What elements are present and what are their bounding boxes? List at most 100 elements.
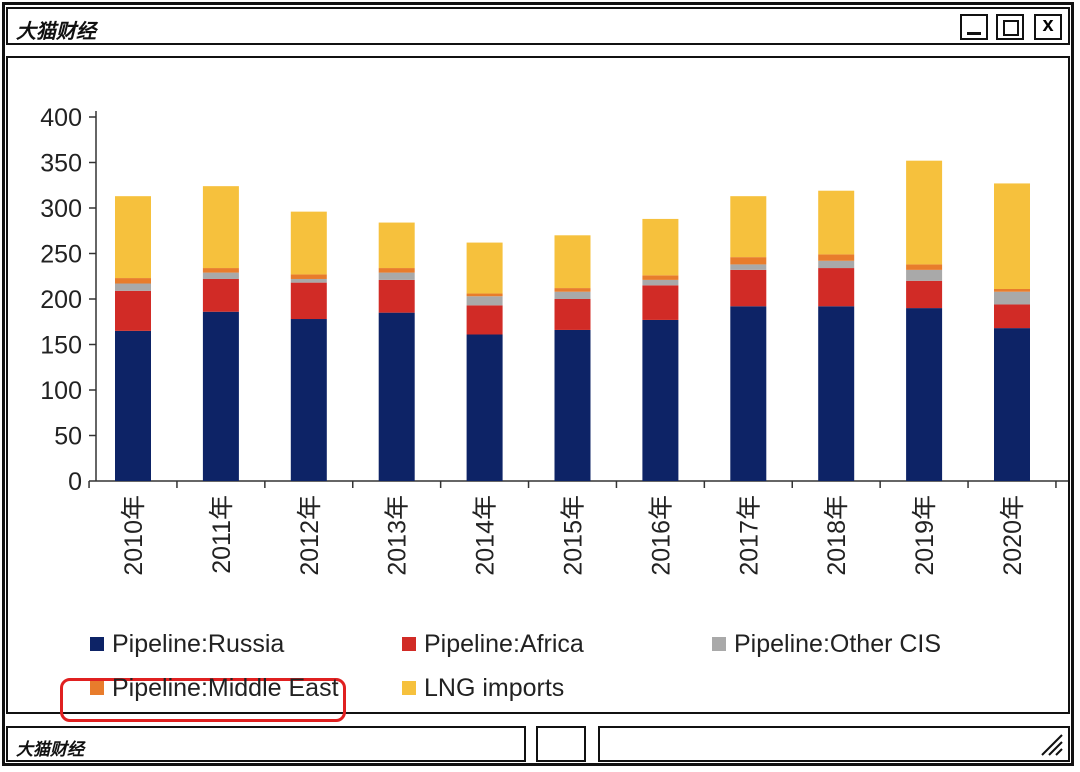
resize-grip-icon[interactable] [1038,731,1064,757]
bar-segment[interactable] [818,190,855,255]
bar-segment[interactable] [290,211,327,275]
bar-segment[interactable] [554,299,591,330]
bar-segment[interactable] [378,268,415,273]
bar-segment[interactable] [378,279,415,313]
legend-label: Pipeline:Africa [424,630,584,658]
legend-item: Pipeline:Other CIS [712,630,941,659]
legend-item: LNG imports [402,674,564,703]
bar-segment[interactable] [730,257,767,265]
y-tick-label: 250 [40,241,82,269]
bar-segment[interactable] [115,283,151,291]
close-icon: x [1042,14,1054,36]
maximize-button[interactable] [996,14,1024,40]
status-bar-left: 大猫财经 [6,726,526,762]
chart-panel: 0 50 100 150 200 250 300 350 400 2010年 2011年 2012年 2… [6,56,1070,722]
legend-label: Pipeline:Middle East [112,674,339,702]
status-text: 大猫财经 [16,740,84,759]
bar-segment[interactable] [818,254,855,261]
bar-segment[interactable] [115,278,151,284]
legend-item: Pipeline:Middle East [90,674,339,703]
bar-segment[interactable] [202,268,239,273]
bar-segment[interactable] [730,264,767,270]
bar-segment[interactable] [906,269,943,281]
bar-segment[interactable] [290,278,327,283]
legend-swatch [90,637,104,651]
bar-segment[interactable] [466,305,503,335]
x-tick-label: 2011年 [208,495,236,574]
legend-item: Pipeline:Africa [402,630,584,659]
bar-segment[interactable] [730,196,767,258]
bar-segment[interactable] [994,288,1030,292]
x-tick-label: 2017年 [735,495,763,576]
legend-label: Pipeline:Other CIS [734,630,942,658]
legend-swatch [90,681,104,695]
bar-segment[interactable] [994,183,1030,289]
x-tick-label: 2015年 [560,495,588,576]
bar-segment[interactable] [466,242,503,294]
title-bar: 大猫财经 x [6,7,1070,45]
x-tick-label: 2018年 [823,495,851,576]
bar-segment[interactable] [202,186,239,269]
bar-segment[interactable] [994,291,1030,305]
bar-segment[interactable] [818,260,855,269]
minimize-button[interactable] [960,14,988,40]
bar-segment[interactable] [642,279,679,286]
bar-segment[interactable] [290,319,327,481]
bar-segment[interactable] [554,235,591,289]
bar-segment[interactable] [730,306,767,481]
bar-segment[interactable] [642,275,679,280]
bar-segment[interactable] [994,328,1030,481]
x-tick-label: 2020年 [999,495,1027,576]
y-tick-label: 350 [40,150,82,178]
bar-segment[interactable] [466,296,503,306]
x-tick-label: 2014年 [472,495,500,576]
bar-segment[interactable] [115,330,151,481]
x-tick-label: 2010年 [120,495,148,576]
bar-segment[interactable] [906,280,943,309]
bar-segment[interactable] [202,272,239,279]
bar-segment[interactable] [466,334,503,481]
status-bar-right [598,726,1070,762]
bar-segment[interactable] [378,312,415,481]
bar-segment[interactable] [818,306,855,481]
bar-segment[interactable] [906,160,943,265]
y-tick-label: 300 [40,195,82,223]
bar-segment[interactable] [906,308,943,481]
bar-segment[interactable] [642,285,679,320]
bar-segment[interactable] [202,311,239,481]
close-button[interactable]: x [1034,14,1062,40]
bar-segment[interactable] [378,222,415,269]
bar-segment[interactable] [818,268,855,307]
bar-segment[interactable] [378,272,415,280]
bar-segment[interactable] [290,274,327,279]
bar-segment[interactable] [554,288,591,292]
status-bar-middle [536,726,586,762]
bar-segment[interactable] [202,278,239,312]
x-tick-label: 2012年 [296,495,324,576]
bar-segment[interactable] [554,291,591,299]
bar-segment[interactable] [466,293,503,297]
bar-segment[interactable] [115,290,151,331]
bar-segment[interactable] [642,218,679,276]
x-tick-label: 2013年 [384,495,412,576]
bar-segment[interactable] [554,329,591,481]
bar-segment[interactable] [730,269,767,307]
bar-segment[interactable] [642,319,679,481]
stacked-bar-chart: 0 50 100 150 200 250 300 350 400 2010年 2011年 2012年 2… [40,104,1068,576]
window-title: 大猫财经 [16,21,96,43]
x-tick-label: 2016年 [647,495,675,576]
bar-segment[interactable] [115,196,151,279]
legend-label: Pipeline:Russia [112,630,285,658]
bar-segment[interactable] [906,264,943,270]
legend-highlight-outline [60,678,346,722]
legend-swatch [712,637,726,651]
bar-segment[interactable] [994,304,1030,329]
x-tick-label: 2019年 [911,495,939,576]
legend-label: LNG imports [424,674,565,702]
legend-swatch [402,681,416,695]
y-tick-label: 200 [40,286,82,314]
legend-swatch [402,637,416,651]
y-tick-label: 0 [68,468,82,496]
bar-segment[interactable] [290,282,327,320]
y-tick-label: 400 [40,104,82,132]
